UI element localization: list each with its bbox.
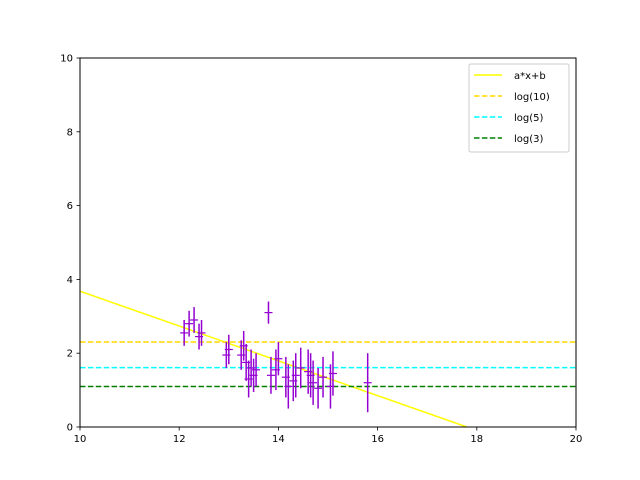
x-tick-label: 20 (570, 434, 583, 445)
axis-ticks: 10 12 14 16 18 20 0 2 4 6 8 10 (60, 54, 582, 446)
x-tick-label: 12 (173, 434, 186, 445)
errorbar-point-25 (309, 360, 318, 405)
legend-box (468, 63, 570, 153)
errorbar-point-0 (180, 319, 189, 346)
errorbar-point-26 (314, 367, 323, 409)
legend-label: a*x+b (514, 71, 546, 82)
legend-label: log(3) (514, 134, 544, 145)
y-tick-label: 4 (67, 275, 73, 286)
y-tick-label: 8 (67, 127, 73, 138)
errorbar-point-19 (284, 364, 293, 409)
plot-area (80, 290, 576, 427)
errorbar-point-27 (319, 356, 328, 398)
errorbar-point-14 (264, 301, 273, 324)
errorbar-point-17 (274, 342, 283, 376)
errorbar-point-1 (185, 310, 194, 337)
y-tick-label: 10 (60, 54, 73, 65)
errorbar-point-4 (197, 319, 206, 346)
x-tick-label: 16 (371, 434, 384, 445)
errorbar-point-15 (266, 356, 275, 394)
y-tick-label: 0 (67, 423, 73, 434)
legend-label: log(5) (514, 113, 544, 124)
y-tick-label: 2 (67, 349, 73, 360)
x-tick-label: 10 (74, 434, 87, 445)
errorbar-point-22 (296, 347, 305, 389)
errorbar-point-21 (291, 353, 300, 398)
legend: a*x+b log(10) log(5) log(3) (468, 63, 570, 153)
legend-label: log(10) (514, 92, 550, 103)
x-tick-label: 14 (272, 434, 285, 445)
x-tick-label: 18 (470, 434, 483, 445)
axes-frame (79, 57, 577, 428)
errorbar-point-29 (328, 351, 337, 396)
errorbar-point-30 (363, 353, 372, 413)
errorbar-point-6 (224, 334, 233, 365)
errorbar-point-13 (252, 353, 261, 387)
series-line-0 (80, 290, 468, 427)
y-tick-label: 6 (67, 201, 73, 212)
errorbar-point-2 (190, 307, 199, 333)
